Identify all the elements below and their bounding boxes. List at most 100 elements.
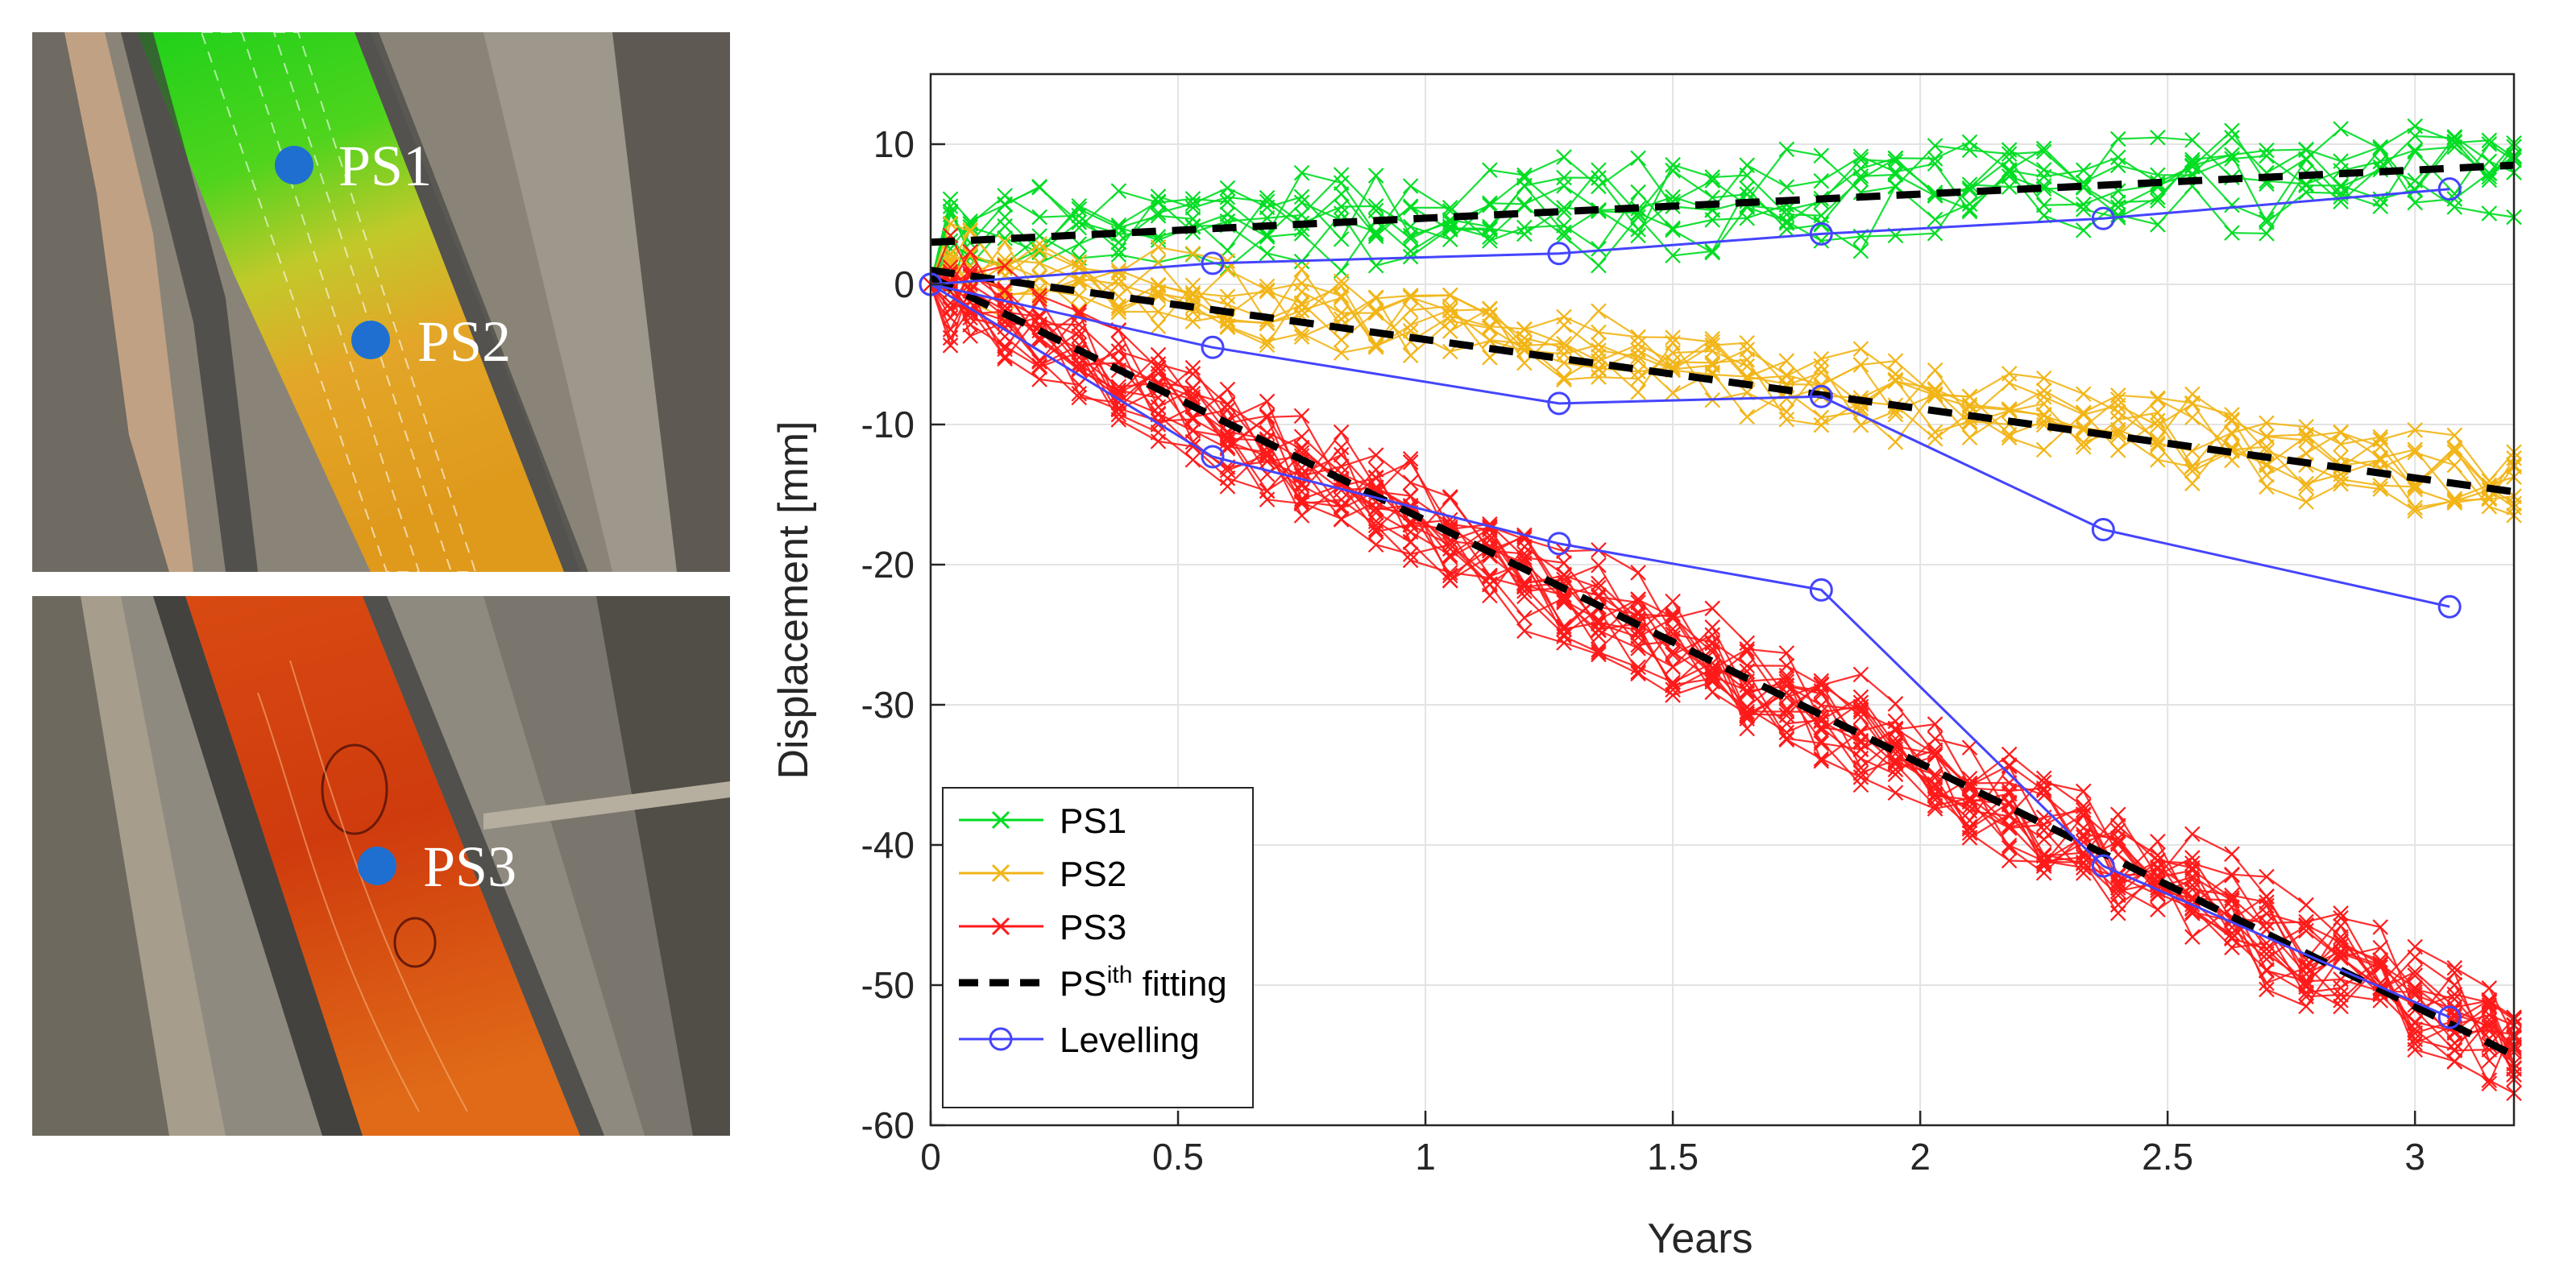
- ps1-point: [1219, 180, 1236, 197]
- ps1-point: [1813, 233, 1830, 249]
- ps2-point: [1482, 318, 1498, 334]
- x-tick-label: 2.5: [2142, 1136, 2193, 1178]
- ps2-point: [2333, 471, 2349, 488]
- ps3-point: [2333, 938, 2349, 954]
- ps2-point: [2446, 493, 2463, 509]
- ps3-point: [1367, 536, 1384, 553]
- ps2-point: [2075, 405, 2092, 421]
- ps3-point: [2150, 852, 2166, 869]
- ps2-point: [2001, 375, 2018, 391]
- ps2-point: [1333, 304, 1350, 321]
- ps3-point: [2184, 826, 2201, 843]
- ps2-point: [997, 234, 1013, 251]
- levelling-point: [1809, 384, 1833, 408]
- ps3-point: [1887, 755, 1904, 771]
- ps3-marker: [358, 847, 396, 885]
- ps3-point: [1556, 587, 1572, 603]
- ps3-point: [2109, 880, 2126, 896]
- ps2-point: [2150, 452, 2166, 468]
- ps3-point: [2001, 783, 2018, 799]
- ps2-point: [2372, 432, 2388, 448]
- ps3-point: [1927, 766, 1943, 783]
- ps3-point: [2109, 874, 2126, 890]
- ps2-point: [1556, 317, 1572, 333]
- ps2-point: [1591, 360, 1607, 377]
- ps2-point: [942, 246, 959, 263]
- ps2-point: [2224, 424, 2240, 441]
- ps3-point: [1887, 696, 1904, 712]
- ps2-point: [1630, 384, 1646, 400]
- ps3-point: [2333, 992, 2349, 1008]
- ps2-point: [2224, 443, 2240, 459]
- ps3-point: [1071, 389, 1087, 406]
- ps3-point: [1482, 568, 1498, 585]
- ps3-point: [1184, 452, 1201, 468]
- ps2-point: [1630, 363, 1646, 380]
- ps1-point: [997, 218, 1013, 234]
- ps2-point: [2259, 438, 2275, 455]
- ps1-point: [1852, 148, 1869, 165]
- ps1-point: [1630, 184, 1646, 201]
- ps1-point: [1961, 142, 1978, 159]
- ps2-point: [1927, 431, 1943, 447]
- ps2-point: [1961, 388, 1978, 405]
- ps1-point: [1704, 169, 1720, 185]
- ps2-point: [2333, 449, 2349, 466]
- ps2-point: [2109, 391, 2126, 408]
- ps1-point: [1071, 201, 1087, 217]
- ps1-point: [1591, 178, 1607, 195]
- ps1-point: [1367, 198, 1384, 214]
- ps2-point: [1813, 416, 1830, 433]
- ps3-point: [2035, 782, 2052, 799]
- ps1-point: [1813, 172, 1830, 189]
- ps2-point: [1887, 353, 1904, 369]
- ps3-point: [1739, 685, 1755, 702]
- ps3-point: [1293, 483, 1310, 499]
- ps2-point: [1219, 319, 1236, 336]
- ps1-point: [1630, 227, 1646, 244]
- ps2-point: [2184, 475, 2201, 492]
- ps3-point: [2259, 946, 2275, 963]
- ps2-point: [1482, 320, 1498, 337]
- ps1-point: [1961, 196, 1978, 212]
- ps2-point: [2109, 424, 2126, 441]
- ps2-point: [2407, 444, 2423, 461]
- ps1-point: [1441, 231, 1458, 248]
- ps1-point: [2109, 149, 2126, 166]
- ps2-point: [1110, 298, 1127, 314]
- ps3-point: [1110, 343, 1127, 359]
- ps1-point: [1591, 241, 1607, 257]
- ps1-point: [2224, 130, 2240, 146]
- ps2-point: [1927, 424, 1943, 441]
- ps3-point: [2259, 868, 2275, 885]
- ps3-point: [1665, 621, 1681, 637]
- ps3-point: [1704, 627, 1720, 644]
- legend-box: [942, 787, 1254, 1108]
- ps3-point: [1778, 670, 1795, 687]
- ps1-point: [2372, 153, 2388, 170]
- ps3-point: [1293, 495, 1310, 511]
- ps3-point: [2001, 820, 2018, 836]
- ps3-point: [1852, 694, 1869, 711]
- ps2-point: [2407, 481, 2423, 498]
- ps3-point: [2259, 905, 2275, 921]
- ps2-point: [2372, 477, 2388, 494]
- ps3-point: [1259, 448, 1276, 465]
- ps3-point: [1367, 513, 1384, 530]
- ps3-point: [1591, 575, 1607, 592]
- ps3-point: [2446, 1053, 2463, 1070]
- ps1-point: [1739, 210, 1755, 226]
- ps2-point: [2259, 478, 2275, 495]
- ps3-point: [1852, 723, 1869, 739]
- legend-ps1-marker: [991, 810, 1010, 830]
- ps2-point: [2075, 386, 2092, 402]
- ps3-point: [962, 317, 978, 333]
- ps2-point: [1259, 282, 1276, 298]
- ps1-point: [997, 230, 1013, 246]
- ps2-point: [1110, 304, 1127, 321]
- ps3-point: [2407, 967, 2423, 983]
- ps3-point: [2298, 897, 2314, 913]
- ps2-point: [2184, 409, 2201, 426]
- ps1-point: [1259, 229, 1276, 245]
- x-tick-label: 2: [1910, 1136, 1931, 1178]
